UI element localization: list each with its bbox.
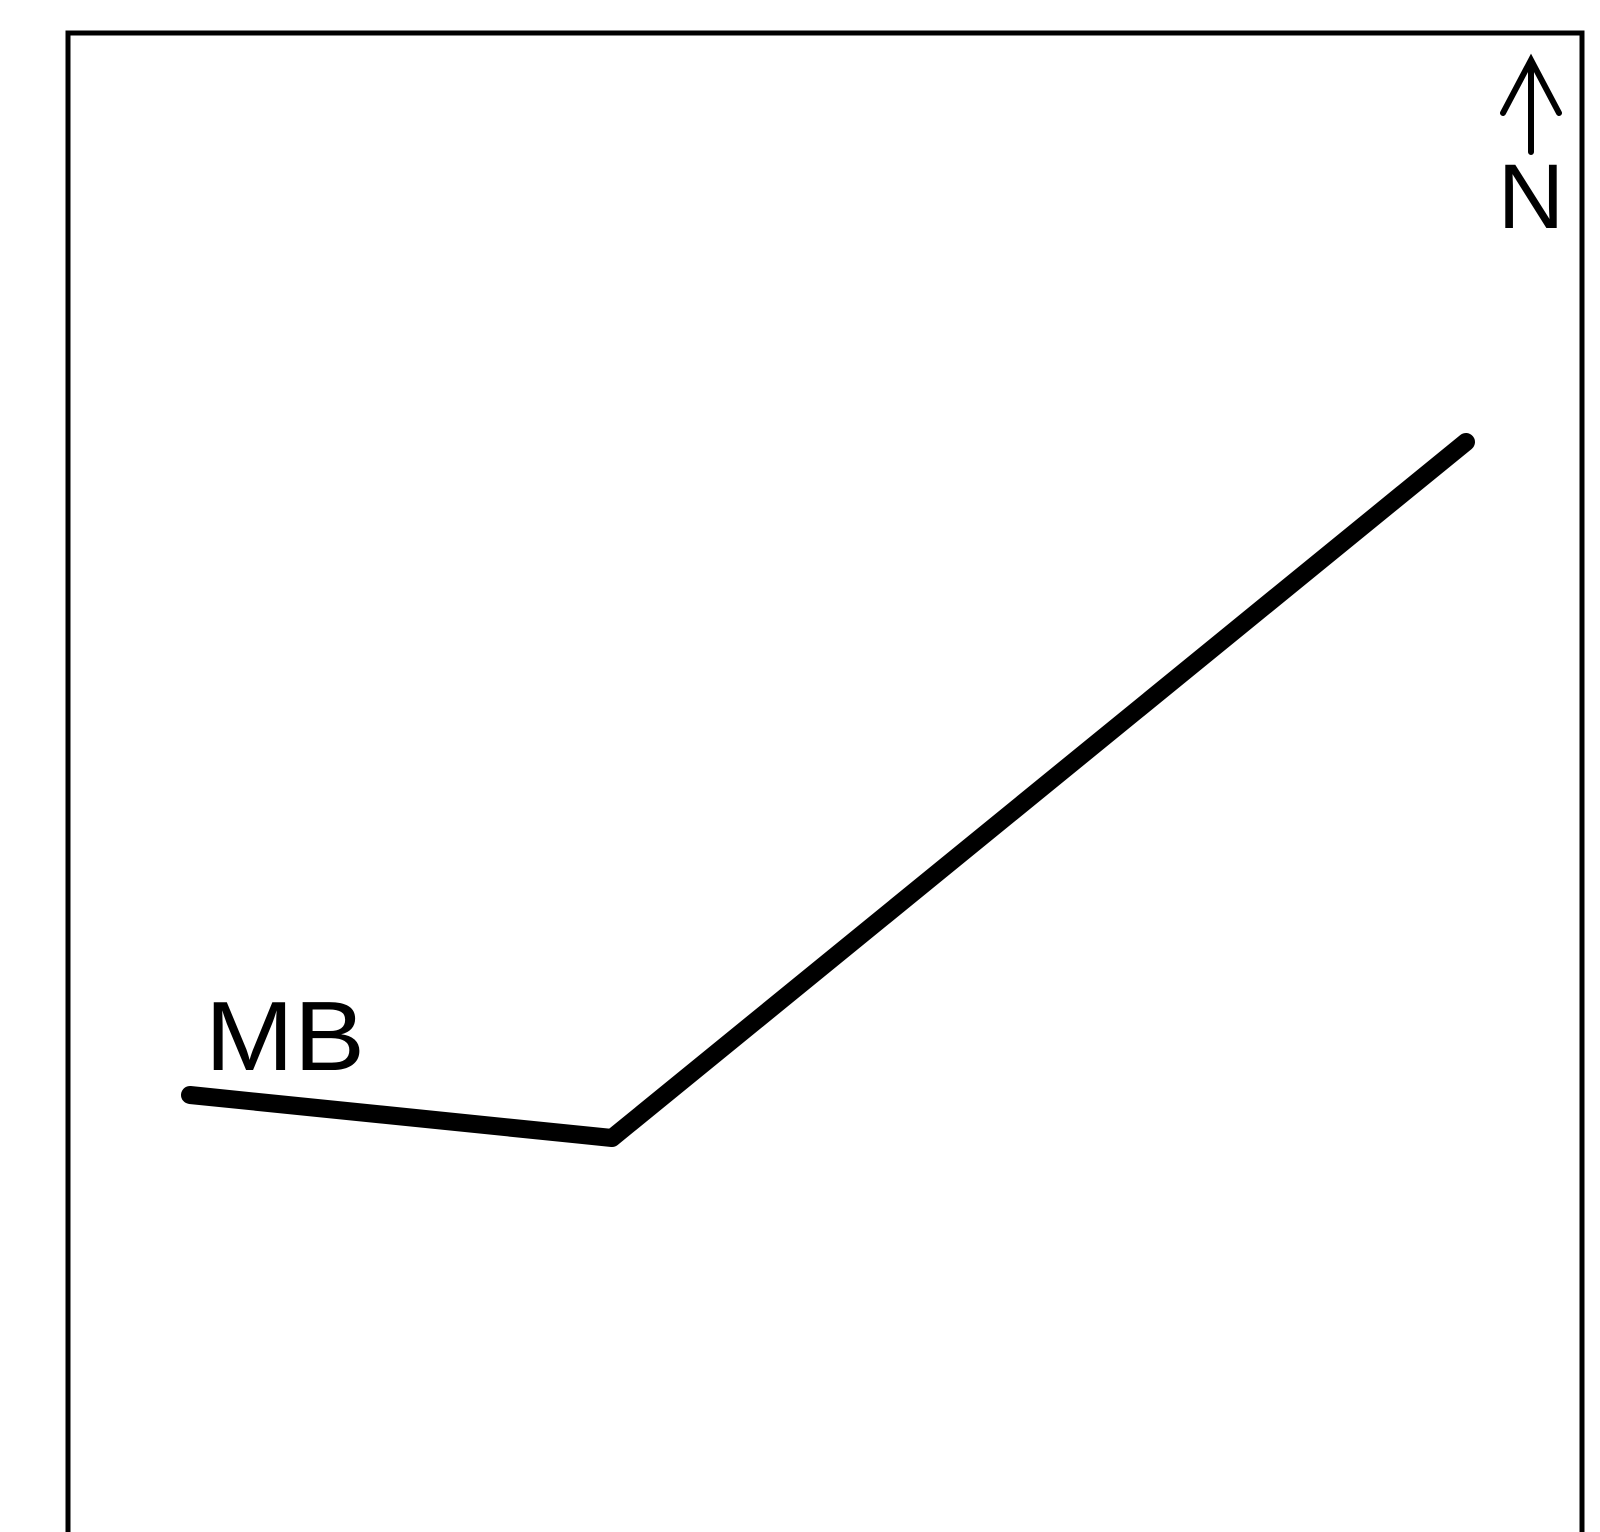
north-label: N (1498, 146, 1564, 248)
mb-line (181, 433, 1475, 1147)
mb-line-label: MB (205, 981, 365, 1091)
north-arrow-icon (1500, 53, 1562, 155)
map-frame (65, 30, 1585, 1532)
north-arrow: N (1498, 53, 1564, 248)
